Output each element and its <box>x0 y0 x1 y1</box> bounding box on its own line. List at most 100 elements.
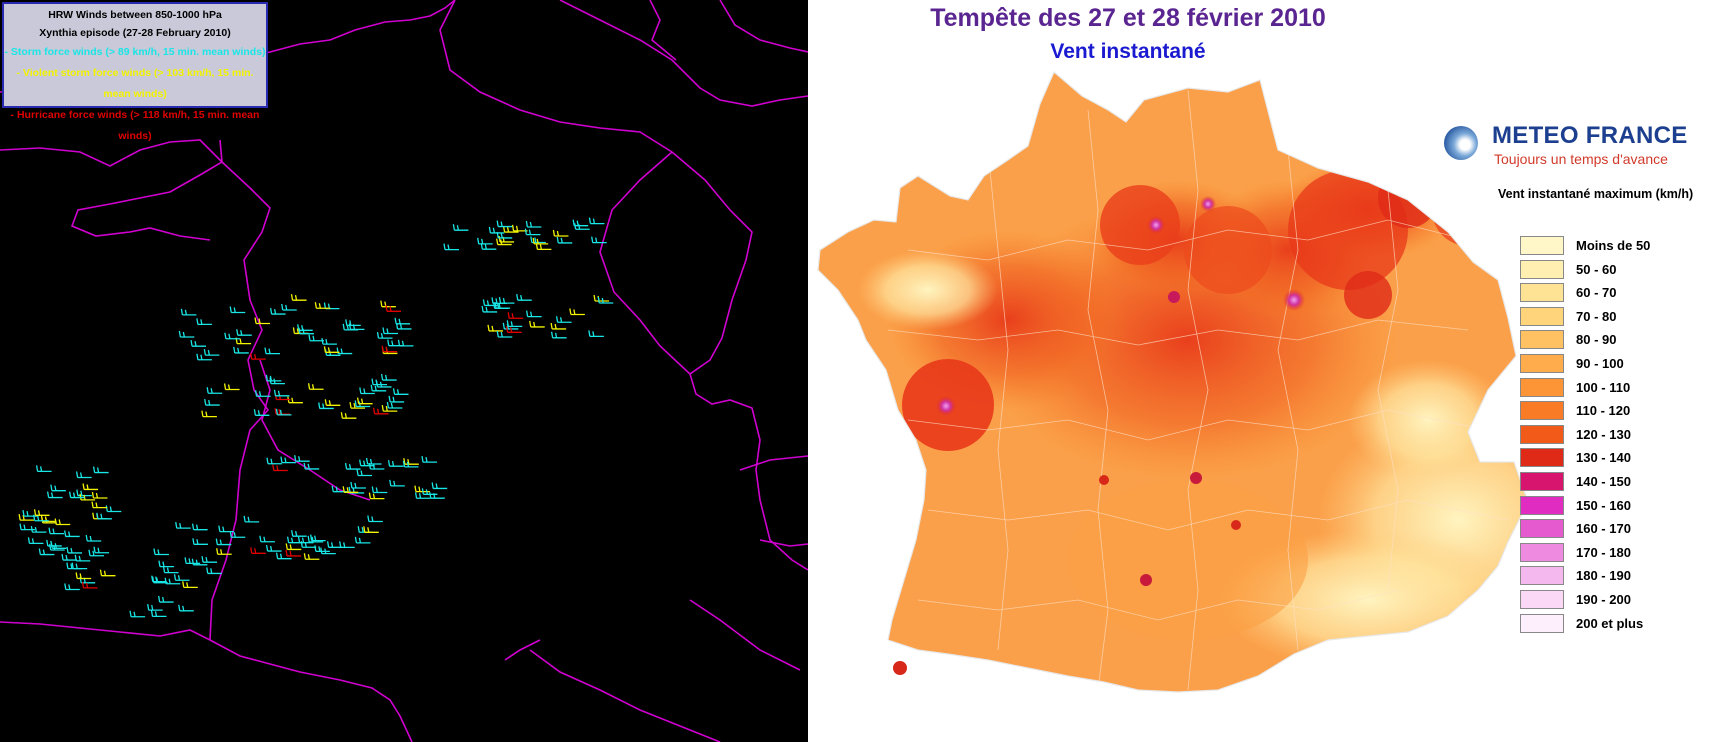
scale-swatch <box>1520 471 1564 491</box>
wind-barb <box>206 567 222 575</box>
wind-barb <box>38 548 55 556</box>
scale-label: 80 - 90 <box>1576 332 1617 348</box>
scale-label: 170 - 180 <box>1576 544 1631 560</box>
wind-barb <box>496 220 513 228</box>
scale-swatch <box>1520 377 1564 397</box>
wind-barb <box>92 466 109 474</box>
wind-barb <box>129 610 146 618</box>
wind-barb <box>402 460 419 468</box>
wind-barb <box>50 542 67 549</box>
wind-barb <box>345 319 361 327</box>
wind-barb <box>376 332 393 339</box>
wind-barb <box>556 236 573 244</box>
wind-barb <box>61 553 78 561</box>
brand-tagline: Toujours un temps d'avance <box>1494 151 1668 167</box>
wind-barb <box>229 306 246 314</box>
wind-barb <box>191 523 208 531</box>
scale-swatch <box>1520 259 1564 279</box>
wind-barb <box>218 525 234 533</box>
scale-label: 190 - 200 <box>1576 591 1631 607</box>
scale-swatch <box>1520 236 1564 255</box>
wind-barb <box>81 581 98 589</box>
scale-swatch <box>1520 306 1564 326</box>
wind-barb <box>150 610 167 618</box>
wind-barbs <box>18 217 614 618</box>
wind-barb <box>79 576 96 584</box>
wind-barb <box>356 469 373 477</box>
wind-barb <box>158 560 174 568</box>
wind-barb <box>350 481 366 489</box>
wind-barb <box>370 384 387 392</box>
wind-barb <box>273 389 290 397</box>
wind-barb <box>572 219 589 227</box>
wind-barb <box>388 395 405 403</box>
wind-barb <box>71 562 88 570</box>
wind-barb <box>204 398 220 406</box>
wind-barb <box>588 217 605 225</box>
scale-label: 70 - 80 <box>1576 308 1617 324</box>
wind-barb <box>254 390 271 397</box>
wind-barb <box>201 556 218 563</box>
wind-barb <box>372 407 389 415</box>
wind-barb <box>82 483 99 491</box>
legend-subtitle: Xynthia episode (27-28 February 2010) <box>39 27 231 39</box>
wind-barb <box>532 237 549 245</box>
wind-barb <box>381 345 398 353</box>
wind-barb <box>555 316 572 323</box>
scale-swatch <box>1520 330 1564 350</box>
wind-barb <box>243 515 260 523</box>
wind-barb <box>265 544 282 552</box>
wind-barb <box>496 231 513 239</box>
wind-barb <box>178 330 195 338</box>
wind-barb <box>66 546 83 554</box>
wind-barb <box>480 243 497 250</box>
wind-barb <box>375 380 392 388</box>
wind-barb <box>223 383 240 391</box>
wind-barb <box>206 387 223 394</box>
department-borders <box>887 89 1509 691</box>
wind-barb <box>19 523 36 531</box>
wind-barb <box>175 522 191 529</box>
wind-barb <box>359 387 375 395</box>
wind-barb <box>147 604 163 611</box>
scale-swatch <box>1520 283 1564 303</box>
wind-barb <box>196 353 212 361</box>
map-title: Tempête des 27 et 28 février 2010 <box>930 4 1326 32</box>
wind-barb <box>153 548 169 556</box>
wind-barb <box>182 581 198 588</box>
wind-barb <box>552 229 569 237</box>
wind-barb <box>286 536 303 544</box>
wind-barb <box>339 541 355 549</box>
wind-barb <box>75 471 92 479</box>
wind-barb <box>550 322 567 330</box>
wind-barb <box>487 324 504 332</box>
scale-label: 100 - 110 <box>1576 379 1631 395</box>
wind-barb <box>324 399 341 406</box>
wind-barb <box>452 224 469 231</box>
wind-barb <box>158 595 174 603</box>
wind-barb <box>285 543 302 551</box>
wind-barb <box>91 501 108 509</box>
wind-barb <box>323 346 340 353</box>
scale-label: 140 - 150 <box>1576 473 1631 489</box>
country-borders <box>0 0 808 742</box>
scale-swatch <box>1520 353 1564 373</box>
wind-barb <box>507 312 524 319</box>
wind-barb <box>280 456 296 464</box>
wind-barb <box>363 526 379 533</box>
wind-barb <box>414 492 431 499</box>
wind-barb <box>477 237 493 245</box>
wind-barb <box>318 402 334 410</box>
wind-barb <box>303 553 320 560</box>
wind-barb <box>253 409 270 416</box>
wind-barb <box>496 330 513 338</box>
wind-barb <box>394 317 411 325</box>
wind-barb <box>321 337 337 345</box>
legend-title: HRW Winds between 850-1000 hPa <box>48 9 222 21</box>
scale-label: 120 - 130 <box>1576 426 1631 442</box>
wind-barb <box>443 243 460 251</box>
meteo-france-logo: METEO FRANCE Toujours un temps d'avance <box>1442 120 1724 170</box>
wind-barb <box>64 530 80 538</box>
hrw-winds-map <box>0 0 808 742</box>
wind-barb <box>30 526 47 533</box>
